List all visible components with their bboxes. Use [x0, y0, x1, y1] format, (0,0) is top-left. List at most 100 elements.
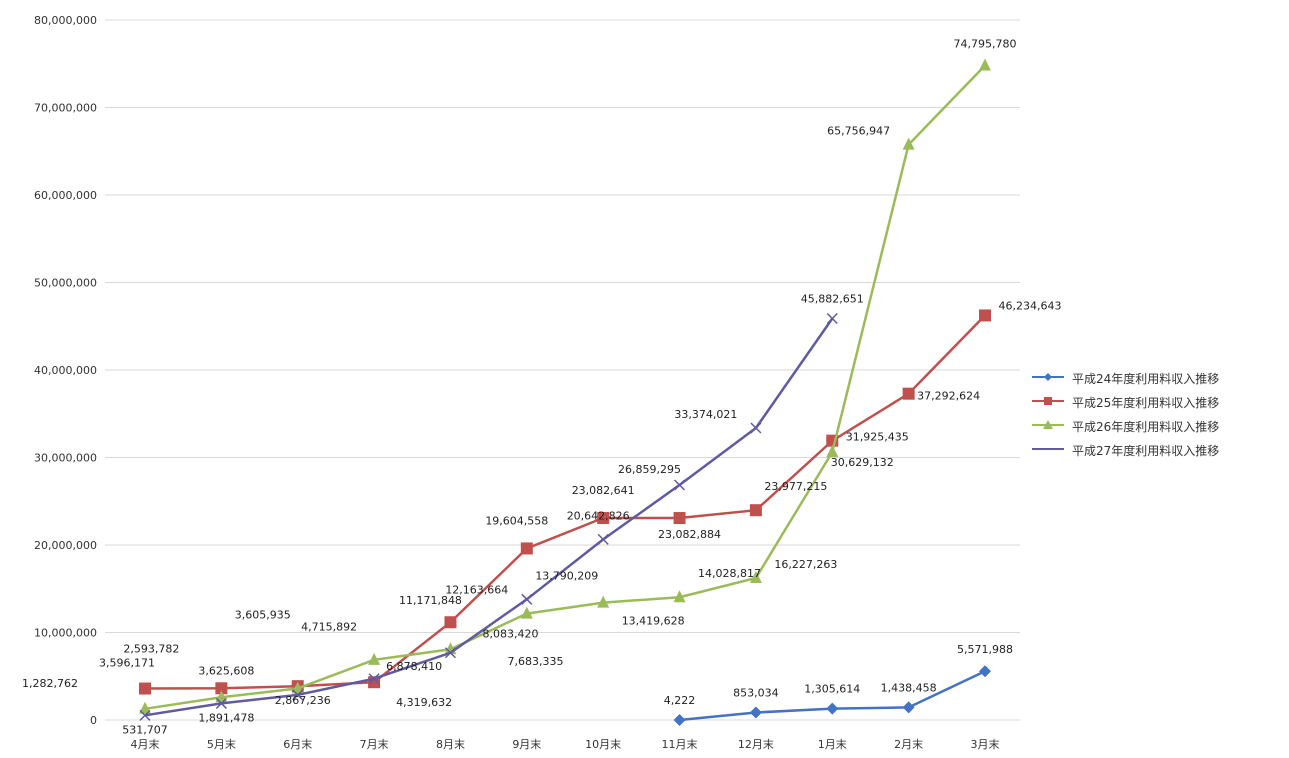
data-point [674, 479, 686, 491]
data-label: 11,171,848 [399, 594, 462, 607]
data-point [597, 533, 609, 545]
data-point [520, 606, 533, 619]
data-point [749, 504, 762, 517]
data-point [902, 701, 915, 714]
data-label: 37,292,624 [917, 390, 980, 403]
legend-swatch-series-4 [1032, 448, 1064, 450]
data-label: 1,282,762 [22, 677, 78, 690]
data-label: 6,878,410 [386, 660, 442, 673]
x-tick-label: 12月末 [738, 737, 774, 751]
legend-swatch-series-2 [1032, 397, 1064, 405]
data-labels: 4,222 853,034 1,305,614 1,438,458 5,571,988 3… [22, 38, 1061, 737]
data-point [979, 58, 991, 71]
data-label: 45,882,651 [801, 293, 864, 306]
y-tick-label: 80,000,000 [34, 14, 97, 27]
data-label: 1,891,478 [198, 711, 254, 724]
data-label: 4,715,892 [301, 621, 357, 634]
data-point [749, 706, 762, 719]
data-label: 23,082,641 [572, 484, 635, 497]
data-point [139, 682, 151, 695]
data-label: 16,227,263 [774, 558, 837, 571]
data-label: 853,034 [733, 687, 779, 700]
y-tick-label: 50,000,000 [34, 277, 97, 290]
data-label: 2,867,236 [275, 694, 331, 707]
data-point [750, 422, 762, 434]
y-tick-label: 0 [90, 714, 97, 727]
legend-item: 平成26年度利用料収入推移 [1030, 418, 1285, 442]
data-label: 23,082,884 [658, 528, 721, 541]
data-label: 3,596,171 [99, 657, 155, 670]
y-tick-label: 30,000,000 [34, 452, 97, 465]
data-label: 4,222 [664, 694, 696, 707]
legend-item: 平成25年度利用料収入推移 [1030, 394, 1285, 418]
gridlines [105, 19, 1020, 721]
y-tick-label: 40,000,000 [34, 364, 97, 377]
series-group [139, 58, 991, 726]
data-label: 14,028,817 [698, 567, 761, 580]
data-point [139, 701, 151, 714]
data-point [520, 542, 533, 555]
data-label: 1,305,614 [804, 683, 860, 696]
data-label: 31,925,435 [846, 431, 909, 444]
series-line-2 [144, 314, 986, 690]
data-label: 5,571,988 [957, 643, 1013, 656]
x-tick-label: 6月末 [283, 737, 312, 751]
data-point [444, 647, 456, 659]
data-point [292, 689, 304, 701]
data-point [521, 593, 533, 605]
data-label: 13,419,628 [622, 615, 685, 628]
data-point [215, 697, 227, 709]
legend: 平成24年度利用料収入推移 平成25年度利用料収入推移 平成26年度利用料収入推… [1030, 370, 1285, 466]
y-tick-label: 70,000,000 [34, 102, 97, 115]
data-label: 8,083,420 [482, 627, 538, 640]
data-label: 20,642,826 [567, 509, 630, 522]
x-tick-label: 8月末 [436, 737, 465, 751]
data-label: 12,163,664 [445, 584, 508, 597]
data-label: 33,374,021 [674, 408, 737, 421]
data-label: 46,234,643 [999, 299, 1062, 312]
data-point [215, 690, 228, 703]
data-point [291, 681, 304, 694]
legend-label: 平成26年度利用料収入推移 [1072, 420, 1220, 434]
legend-label: 平成24年度利用料収入推移 [1072, 372, 1220, 386]
data-point [444, 616, 457, 629]
x-tick-label: 9月末 [512, 737, 541, 751]
x-tick-label: 3月末 [971, 737, 1000, 751]
legend-item: 平成24年度利用料収入推移 [1030, 370, 1285, 394]
data-point [749, 571, 762, 584]
data-label: 2,593,782 [123, 642, 179, 655]
data-label: 1,438,458 [881, 681, 937, 694]
data-point [673, 713, 686, 726]
y-tick-label: 20,000,000 [34, 539, 97, 552]
data-point [673, 590, 686, 603]
data-point [215, 682, 228, 695]
legend-swatch-series-1 [1032, 373, 1064, 381]
x-axis-ticks: 4月末 5月末 6月末 7月末 8月末 9月末 10月末 11月末 12月末 1月末 2月末 3月末 [131, 737, 1000, 751]
data-label: 26,859,295 [618, 463, 681, 476]
data-label: 531,707 [122, 723, 168, 736]
data-point [139, 709, 151, 721]
x-tick-label: 10月末 [585, 737, 621, 751]
data-label: 23,977,215 [764, 480, 827, 493]
legend-label: 平成27年度利用料収入推移 [1072, 444, 1220, 458]
x-tick-label: 11月末 [662, 737, 698, 751]
data-point [597, 595, 610, 608]
data-label: 65,756,947 [827, 125, 890, 138]
data-point [597, 512, 610, 525]
data-point [673, 512, 686, 525]
x-tick-label: 7月末 [360, 737, 389, 751]
data-point [368, 673, 380, 685]
x-tick-label: 4月末 [131, 737, 160, 751]
data-label: 4,319,632 [396, 696, 452, 709]
legend-label: 平成25年度利用料収入推移 [1072, 396, 1220, 410]
data-point [826, 702, 839, 715]
data-label: 3,605,935 [235, 608, 291, 621]
data-point [902, 137, 915, 150]
y-tick-label: 10,000,000 [34, 627, 97, 640]
series-line-3 [144, 64, 986, 711]
legend-swatch-series-3 [1032, 420, 1064, 429]
data-point [979, 309, 991, 322]
data-label: 30,629,132 [831, 456, 894, 469]
y-tick-label: 60,000,000 [34, 189, 97, 202]
